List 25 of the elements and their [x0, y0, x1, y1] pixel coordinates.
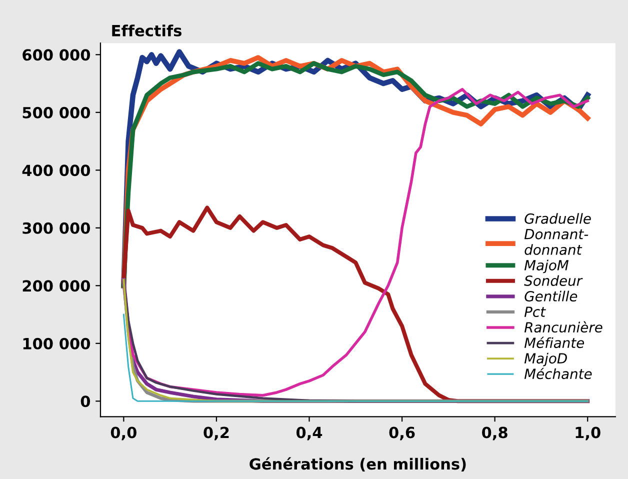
legend-label: Méchante: [524, 368, 592, 380]
legend-label: Méfiante: [524, 336, 584, 348]
legend-label: Pct: [524, 306, 546, 318]
legend-label: Gentille: [524, 290, 578, 302]
legend-label: Graduelle: [524, 213, 591, 224]
x-tick-label: 0,0: [110, 426, 136, 440]
legend-label: Donnant- donnant: [524, 229, 588, 255]
x-tick-label: 0,6: [389, 426, 415, 440]
x-axis-title: Générations (en millions): [250, 457, 466, 472]
legend-label: MajoM: [524, 260, 569, 274]
y-tick-label: 200 000: [22, 280, 90, 292]
y-axis-title: Effectifs: [112, 24, 182, 36]
x-tick-label: 1,0: [576, 426, 600, 440]
y-tick-label: 300 000: [22, 222, 90, 234]
y-tick-label: 100 000: [23, 338, 90, 350]
legend-label: Rancunière: [524, 321, 602, 333]
y-tick-label: 400 000: [22, 164, 90, 176]
y-tick-label: 500 000: [22, 106, 90, 118]
x-tick-label: 0,2: [204, 426, 229, 440]
x-tick-label: 0,8: [482, 426, 508, 440]
x-tick-label: 0,4: [296, 426, 322, 440]
y-tick-label: 600 000: [22, 49, 90, 61]
legend-label: Sondeur: [524, 275, 583, 286]
y-tick-label: 0: [80, 396, 90, 408]
legend-label: MajoD: [524, 352, 567, 366]
